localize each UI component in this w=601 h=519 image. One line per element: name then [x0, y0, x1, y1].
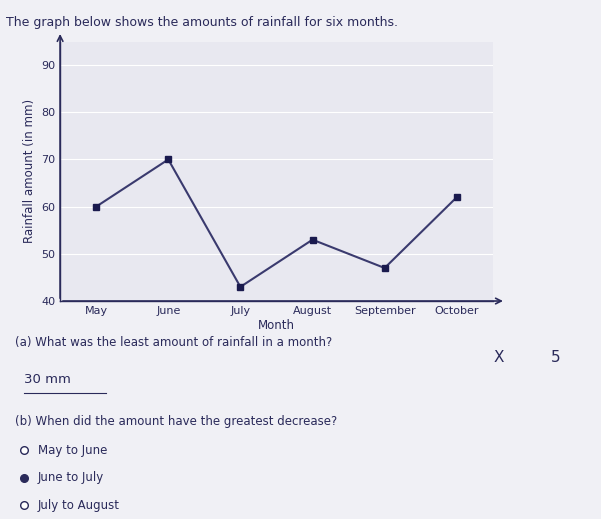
Text: 30 mm: 30 mm: [24, 373, 71, 386]
Text: The graph below shows the amounts of rainfall for six months.: The graph below shows the amounts of rai…: [6, 16, 398, 29]
Y-axis label: Rainfall amount (in mm): Rainfall amount (in mm): [23, 99, 35, 243]
Text: (b) When did the amount have the greatest decrease?: (b) When did the amount have the greates…: [15, 415, 337, 428]
Text: July to August: July to August: [38, 499, 120, 512]
Text: (a) What was the least amount of rainfall in a month?: (a) What was the least amount of rainfal…: [15, 336, 332, 349]
Text: X: X: [493, 350, 504, 365]
Text: 5: 5: [551, 350, 560, 365]
Text: June to July: June to July: [38, 471, 104, 484]
Text: May to June: May to June: [38, 444, 108, 457]
X-axis label: Month: Month: [258, 319, 295, 332]
